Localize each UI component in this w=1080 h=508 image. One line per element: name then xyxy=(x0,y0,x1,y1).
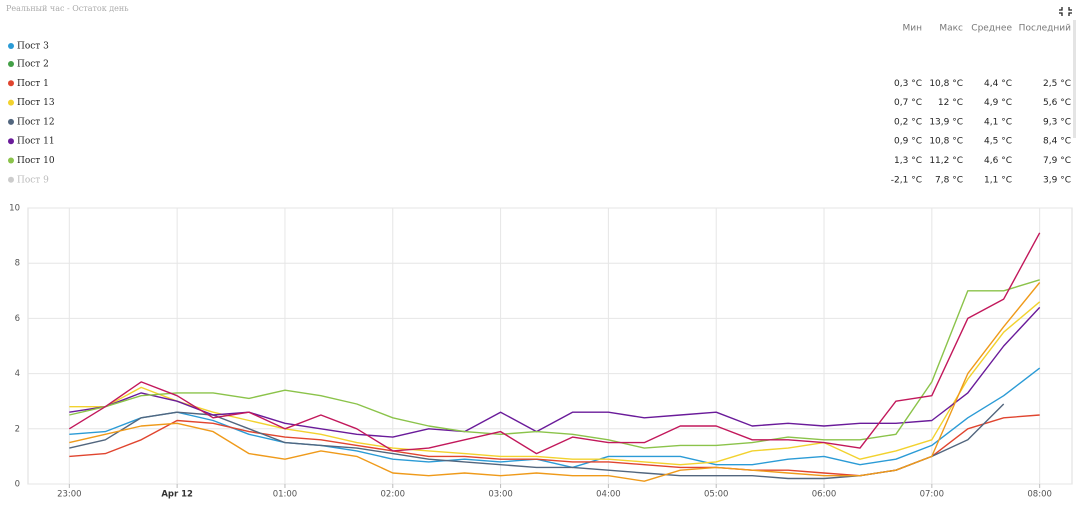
x-tick-label: 01:00 xyxy=(273,490,298,500)
stat-value: 4,1 °C xyxy=(984,117,1012,127)
series-line xyxy=(69,403,1005,480)
y-tick-label: 2 xyxy=(15,424,20,434)
stat-value: 7,8 °C xyxy=(935,175,963,185)
scrollbar[interactable] xyxy=(1073,20,1076,138)
stat-value: 5,6 °C xyxy=(1043,98,1071,108)
y-tick-label: 4 xyxy=(15,369,20,379)
stat-value: 8,4 °C xyxy=(1043,137,1071,147)
collapse-icon[interactable] xyxy=(1059,7,1072,16)
plot-frame xyxy=(27,207,1073,485)
legend-dot[interactable] xyxy=(8,99,14,106)
series-line xyxy=(69,279,1040,449)
stat-value: 0,2 °C xyxy=(894,117,922,127)
x-tick-label: Apr 12 xyxy=(161,490,193,500)
x-tick-label: 04:00 xyxy=(596,490,621,500)
panel-title: Реальный час - Остаток день xyxy=(6,4,129,13)
legend-dot[interactable] xyxy=(8,118,14,125)
series-line xyxy=(69,306,1041,438)
legend-dot[interactable] xyxy=(8,176,14,183)
legend-label: Пост 2 xyxy=(17,60,49,70)
stat-value: -2,1 °C xyxy=(891,175,922,185)
stat-value: 4,6 °C xyxy=(984,156,1012,166)
x-tick-label: 05:00 xyxy=(704,490,729,500)
stat-value: 4,5 °C xyxy=(984,137,1012,147)
stats-header: Последний xyxy=(1019,24,1071,34)
y-tick-label: 8 xyxy=(15,259,20,269)
series-line xyxy=(69,301,1041,466)
stat-value: 12 °C xyxy=(938,98,963,108)
x-tick-label: 23:00 xyxy=(57,490,82,500)
stat-value: 1,1 °C xyxy=(984,175,1012,185)
legend-label: Пост 12 xyxy=(17,117,55,127)
stats-header: Среднее xyxy=(971,24,1012,34)
y-tick-label: 0 xyxy=(15,480,20,490)
stat-value: 10,8 °C xyxy=(929,79,963,89)
stat-value: 1,3 °C xyxy=(894,156,922,166)
stat-value: 11,2 °C xyxy=(929,156,963,166)
legend-dot[interactable] xyxy=(8,80,14,87)
legend-label: Пост 10 xyxy=(17,156,55,166)
x-tick-label: 08:00 xyxy=(1027,490,1052,500)
stat-value: 9,3 °C xyxy=(1043,117,1071,127)
stat-value: 0,3 °C xyxy=(894,79,922,89)
legend-dot[interactable] xyxy=(8,61,14,67)
stat-value: 0,9 °C xyxy=(894,137,922,147)
stat-value: 0,7 °C xyxy=(894,98,922,108)
legend-dot[interactable] xyxy=(8,138,14,145)
legend-dot[interactable] xyxy=(8,43,14,49)
stat-value: 4,4 °C xyxy=(984,79,1012,89)
x-tick-label: 02:00 xyxy=(381,490,406,500)
stats-header: Мин xyxy=(903,24,923,34)
stat-value: 4,9 °C xyxy=(984,98,1012,108)
stats-header: Макс xyxy=(939,24,963,34)
series-line xyxy=(69,282,1041,482)
legend-label: Пост 1 xyxy=(17,79,49,89)
stat-value: 7,9 °C xyxy=(1043,156,1071,166)
stat-value: 13,9 °C xyxy=(929,117,963,127)
y-tick-label: 10 xyxy=(9,204,20,214)
stat-value: 3,9 °C xyxy=(1043,175,1071,185)
legend-label: Пост 11 xyxy=(17,137,55,147)
legend-label: Пост 3 xyxy=(17,42,49,52)
legend-dot[interactable] xyxy=(8,157,14,164)
x-tick-label: 06:00 xyxy=(812,490,837,500)
legend-label: Пост 9 xyxy=(17,175,49,185)
series-line xyxy=(68,232,1041,455)
stat-value: 2,5 °C xyxy=(1043,79,1071,89)
legend-label: Пост 13 xyxy=(17,98,55,108)
x-tick-label: 03:00 xyxy=(488,490,513,500)
x-tick-label: 07:00 xyxy=(920,490,945,500)
stat-value: 10,8 °C xyxy=(929,137,963,147)
y-tick-label: 6 xyxy=(15,314,20,324)
